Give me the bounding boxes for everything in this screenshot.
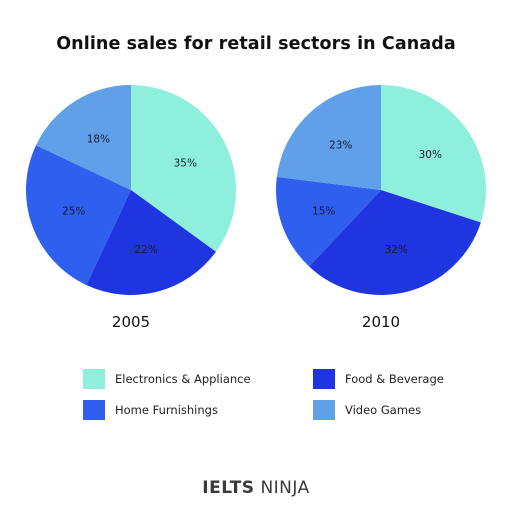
pie-label-2005-home-furnishings: 25% bbox=[62, 206, 85, 218]
pie-year-label-2005: 2005 bbox=[112, 313, 150, 331]
pie-label-2005-electronics-and-appliance: 35% bbox=[174, 157, 197, 169]
pie-label-2010-food-and-beverage: 32% bbox=[384, 244, 407, 256]
chart-title: Online sales for retail sectors in Canad… bbox=[56, 34, 456, 54]
pie-slice-2005-home-furnishings bbox=[25, 145, 131, 286]
pie-label-2010-video-games: 23% bbox=[329, 139, 352, 151]
pie-slice-2010-home-furnishings bbox=[276, 176, 381, 267]
pie-label-2005-food-and-beverage: 22% bbox=[134, 244, 157, 256]
pie-label-2010-home-furnishings: 15% bbox=[312, 206, 335, 218]
pie-slice-2010-video-games bbox=[276, 85, 381, 190]
pie-slice-2010-electronics-and-appliance bbox=[381, 85, 487, 223]
pie-slice-2005-food-and-beverage bbox=[86, 190, 216, 296]
pie-chart-2005: 35% 22% 25% 18% 2005 bbox=[25, 84, 237, 331]
pie-year-label-2010: 2010 bbox=[362, 313, 400, 331]
brand-logo-part2: NINJA bbox=[260, 478, 310, 498]
pie-label-2005-video-games: 18% bbox=[87, 134, 110, 146]
pie-slice-2010-food-and-beverage bbox=[309, 190, 481, 296]
pie-slice-2005-video-games bbox=[35, 84, 131, 190]
brand-logo: IELTS NINJA bbox=[0, 478, 512, 498]
pie-chart-2010: 30% 32% 15% 23% 2010 bbox=[276, 85, 487, 331]
pie-slice-2005-electronics-and-appliance bbox=[131, 85, 237, 252]
brand-logo-part1: IELTS bbox=[202, 478, 255, 498]
pie-label-2010-electronics-and-appliance: 30% bbox=[419, 149, 442, 161]
